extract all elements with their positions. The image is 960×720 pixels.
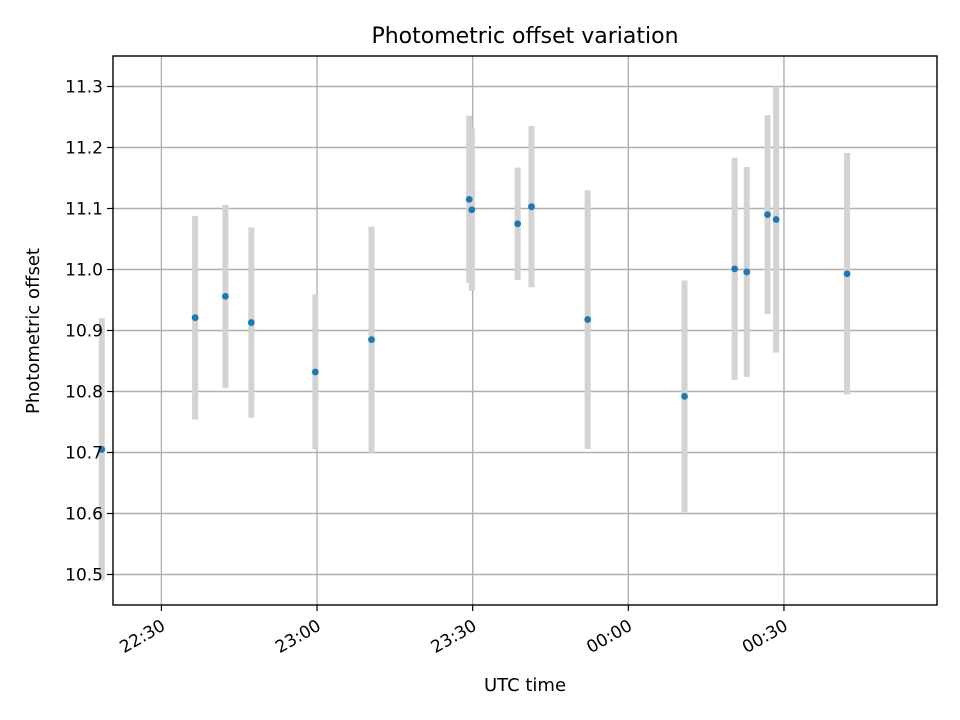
data-points [98,195,851,453]
data-point [222,292,229,300]
data-point [528,203,535,211]
data-point [584,316,592,323]
data-point [247,319,255,326]
x-tick-label: 23:30 [428,616,480,658]
y-axis-ticks: 10.5 10.6 10.7 10.8 10.9 11.0 11.1 11.2 11.3 [65,78,113,586]
y-tick-label: 10.8 [65,383,103,403]
y-tick-label: 10.5 [65,566,103,586]
y-tick-label: 10.6 [65,505,103,525]
error-bars [98,86,851,581]
data-point [514,220,522,228]
data-point [191,314,199,322]
y-tick-label: 11.0 [65,261,103,281]
y-tick-label: 10.7 [65,444,103,464]
data-point [465,195,473,203]
chart-title: Photometric offset variation [371,24,678,49]
data-point [311,368,319,376]
x-tick-label: 00:30 [739,616,791,658]
x-tick-label: 00:00 [583,616,635,658]
x-tick-label: 23:00 [272,616,324,658]
y-tick-label: 11.2 [65,139,103,159]
y-axis-label: Photometric offset [23,248,44,414]
y-tick-label: 11.1 [65,200,103,220]
data-point [468,206,476,214]
y-tick-label: 10.9 [65,322,103,342]
x-axis-label: UTC time [484,675,566,696]
data-point [731,265,739,273]
data-point [98,446,106,453]
data-point [843,270,851,278]
data-point [681,392,688,400]
y-tick-label: 11.3 [65,78,103,98]
data-point [764,211,771,219]
x-tick-label: 22:30 [116,616,168,658]
x-axis-ticks: 22:30 23:00 23:30 00:00 00:30 [116,605,791,658]
grid [113,56,937,605]
data-point [368,336,375,344]
data-point [743,268,751,276]
data-point [772,216,780,223]
